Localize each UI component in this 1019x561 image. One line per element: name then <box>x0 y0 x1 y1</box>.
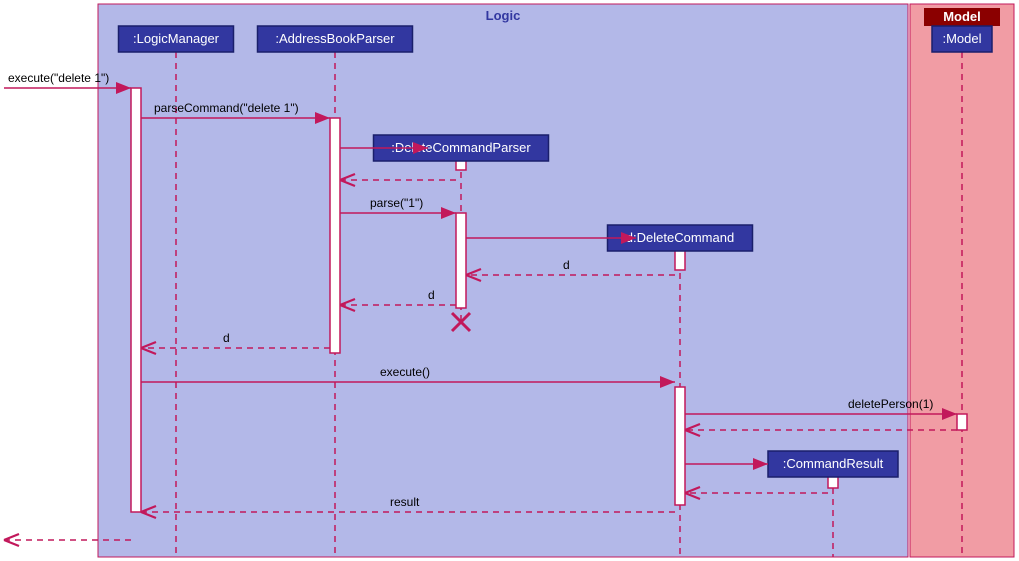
activation-logicManager-0 <box>131 88 141 512</box>
logic-frame-title: Logic <box>486 8 521 23</box>
activation-deleteCommandParser-3 <box>456 213 466 308</box>
message-label-6: d <box>563 258 570 272</box>
message-label-14: result <box>390 495 420 509</box>
activation-addressBookParser-1 <box>330 118 340 353</box>
sequence-diagram: Logic Model :LogicManager :AddressBookParse… <box>0 0 1019 561</box>
participant-label-deleteCommand: d:DeleteCommand <box>626 230 734 245</box>
participant-label-commandResult: :CommandResult <box>783 456 884 471</box>
activation-deleteCommand-5 <box>675 387 685 505</box>
message-label-4: parse("1") <box>370 196 423 210</box>
participant-label-addressBookParser: :AddressBookParser <box>275 31 395 46</box>
message-label-9: execute() <box>380 365 430 379</box>
participant-label-logicManager: :LogicManager <box>133 31 220 46</box>
message-label-8: d <box>223 331 230 345</box>
model-frame-title: Model <box>943 9 981 24</box>
message-label-10: deletePerson(1) <box>848 397 933 411</box>
participant-label-model: :Model <box>942 31 981 46</box>
message-label-7: d <box>428 288 435 302</box>
activation-model-6 <box>957 414 967 430</box>
message-label-1: parseCommand("delete 1") <box>154 101 299 115</box>
message-label-0: execute("delete 1") <box>8 71 109 85</box>
